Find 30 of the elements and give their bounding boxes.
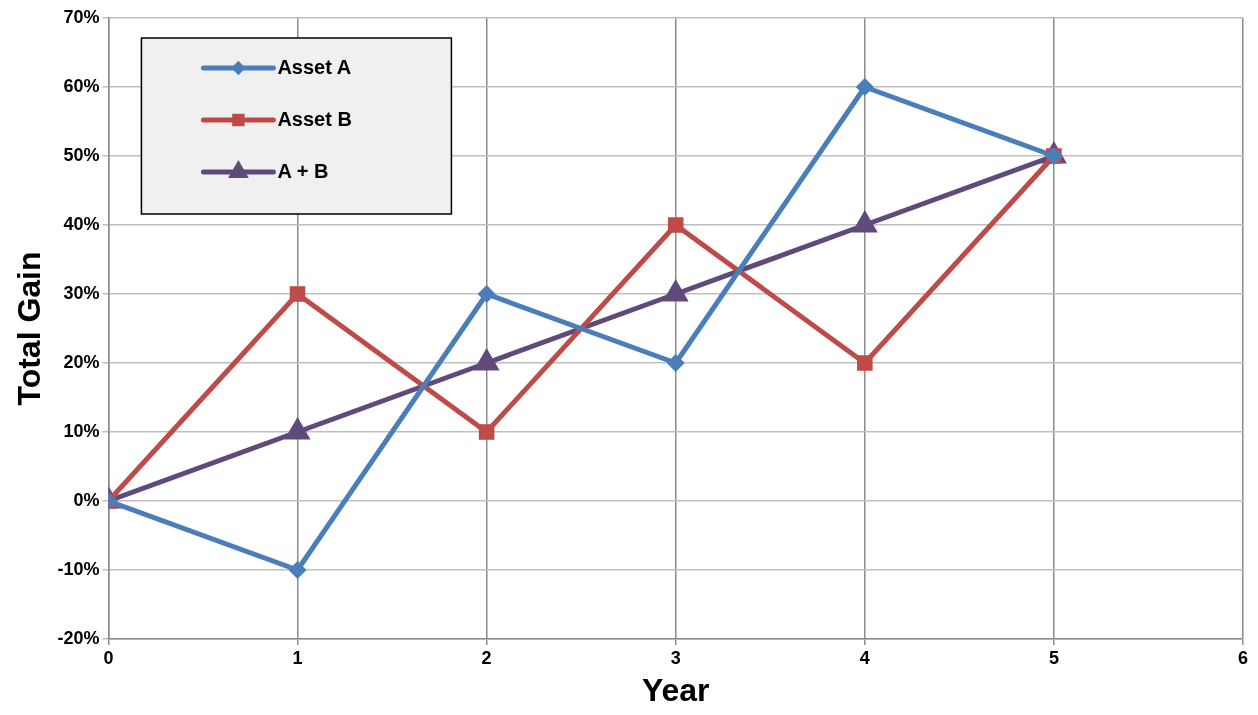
legend-label: A + B <box>277 159 329 182</box>
y-tick-label: 50% <box>63 144 100 165</box>
x-tick-label: 1 <box>292 647 303 668</box>
x-tick-label: 5 <box>1048 647 1059 668</box>
x-tick-label: 0 <box>103 647 114 668</box>
point <box>288 561 307 579</box>
y-tick-label: 40% <box>63 213 100 234</box>
legend-label: Asset B <box>277 107 352 130</box>
y-tick-label: 0% <box>73 489 100 510</box>
y-tick-label: 70% <box>63 6 100 27</box>
y-axis-title: Total Gain <box>11 251 48 406</box>
point <box>289 286 306 302</box>
x-tick-label: 6 <box>1237 647 1249 668</box>
y-tick-label: 30% <box>63 282 100 303</box>
point <box>857 355 873 371</box>
legend-label: Asset A <box>277 55 352 78</box>
point <box>855 78 874 96</box>
y-tick-label: 60% <box>63 75 100 96</box>
point <box>478 424 495 440</box>
y-tick-label: 20% <box>63 351 100 372</box>
x-axis-title: Year <box>641 671 710 708</box>
y-tick-label: -10% <box>57 558 100 579</box>
y-tick-label: -20% <box>57 627 100 648</box>
x-tick-label: 3 <box>670 647 681 668</box>
point <box>477 285 496 303</box>
point <box>666 354 685 372</box>
y-tick-label: 10% <box>63 420 100 441</box>
x-tick-label: 2 <box>481 647 492 668</box>
point <box>667 217 684 233</box>
x-tick-label: 4 <box>859 647 870 668</box>
